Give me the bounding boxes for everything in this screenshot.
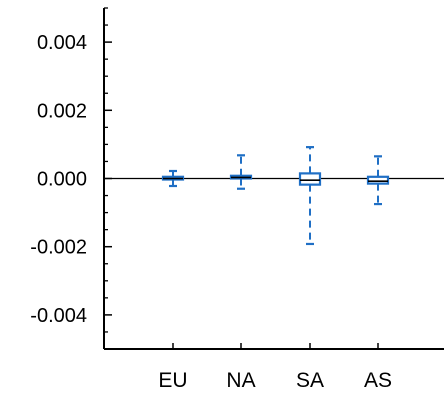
box-eu	[161, 169, 185, 188]
iqr-box	[298, 172, 322, 186]
labels-layer: -0.004 -0.002 0.000 0.002 0.004 EU NA SA AS	[30, 32, 392, 392]
x-tick-label-sa: SA	[296, 369, 324, 391]
box-as	[366, 155, 390, 206]
iqr-box	[366, 175, 390, 185]
y-tick-label: -0.002	[30, 237, 87, 259]
y-tick-label: 0.000	[37, 169, 87, 191]
box-sa	[298, 146, 322, 246]
boxes-layer	[161, 146, 390, 246]
x-tick-label-as: AS	[364, 369, 392, 391]
y-tick-label: -0.004	[30, 305, 87, 327]
x-tick-label-na: NA	[226, 369, 255, 391]
axes-layer	[103, 7, 444, 350]
y-tick-label: 0.002	[37, 100, 87, 122]
box-na	[229, 154, 253, 190]
x-tick-label-eu: EU	[158, 369, 187, 391]
y-tick-label: 0.004	[37, 32, 87, 54]
